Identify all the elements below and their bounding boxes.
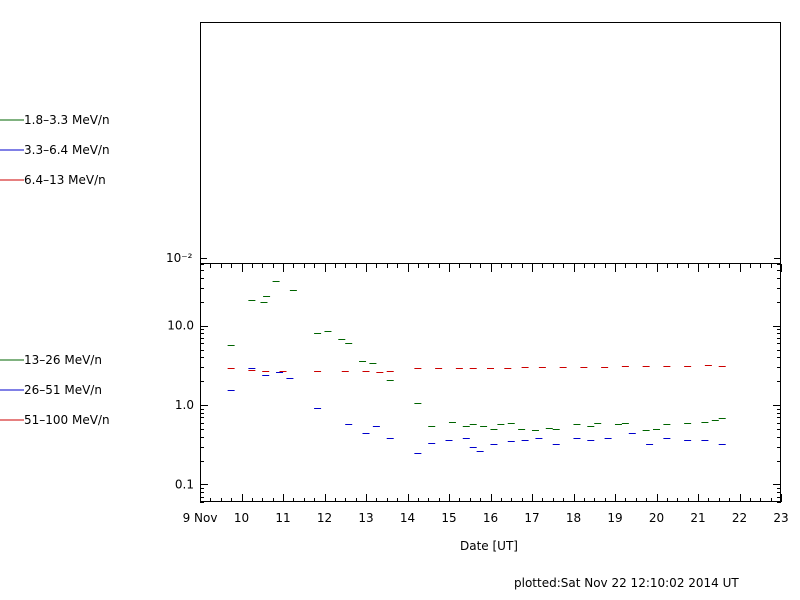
legend-label: 51–100 MeV/n (24, 413, 110, 427)
x-axis: 9 Nov 10 11 12 13 14 15 16 17 18 19 20 21 22 23 (183, 264, 789, 525)
y-tick-label: 10.0 (167, 319, 194, 333)
x-tick-label: 9 Nov (183, 511, 218, 525)
x-tick-label: 15 (441, 511, 456, 525)
top-panel-ytick-label: 10⁻² (166, 251, 193, 265)
x-tick-label: 10 (234, 511, 249, 525)
top-panel: 10⁻² (166, 22, 781, 265)
legend-label: 6.4–13 MeV/n (24, 173, 106, 187)
y-tick-label: 0.1 (175, 477, 194, 491)
x-tick-label: 22 (732, 511, 747, 525)
legend-bottom: 13–26 MeV/n 26–51 MeV/n 51–100 MeV/n (0, 353, 110, 427)
legend-top: 1.8–3.3 MeV/n 3.3–6.4 MeV/n 6.4–13 MeV/n (0, 113, 110, 187)
x-tick-label: 13 (358, 511, 373, 525)
series (227, 368, 726, 454)
x-tick-label: 14 (400, 511, 415, 525)
bottom-panel: 0.1 1.0 10.0 9 Nov 10 11 12 13 14 15 16 17 18 19 20 21… (167, 263, 789, 525)
legend-label: 13–26 MeV/n (24, 353, 102, 367)
y-axis: 0.1 1.0 10.0 (167, 264, 781, 503)
plotted-timestamp: plotted:Sat Nov 22 12:10:02 2014 UT (514, 576, 739, 590)
bottom-panel-frame (200, 263, 781, 502)
x-tick-label: 18 (566, 511, 581, 525)
y-tick-label: 1.0 (175, 398, 194, 412)
legend-label: 1.8–3.3 MeV/n (24, 113, 110, 127)
x-tick-label: 23 (773, 511, 788, 525)
legend-label: 3.3–6.4 MeV/n (24, 143, 110, 157)
x-tick-label: 16 (483, 511, 498, 525)
top-panel-frame (200, 22, 781, 264)
x-axis-label: Date [UT] (460, 539, 518, 553)
series (227, 281, 726, 431)
x-tick-label: 12 (317, 511, 332, 525)
series (227, 365, 726, 373)
x-tick-label: 20 (649, 511, 664, 525)
x-tick-label: 19 (607, 511, 622, 525)
x-tick-label: 11 (275, 511, 290, 525)
series-group (227, 281, 726, 454)
legend-label: 26–51 MeV/n (24, 383, 102, 397)
x-tick-label: 17 (524, 511, 539, 525)
x-tick-label: 21 (690, 511, 705, 525)
